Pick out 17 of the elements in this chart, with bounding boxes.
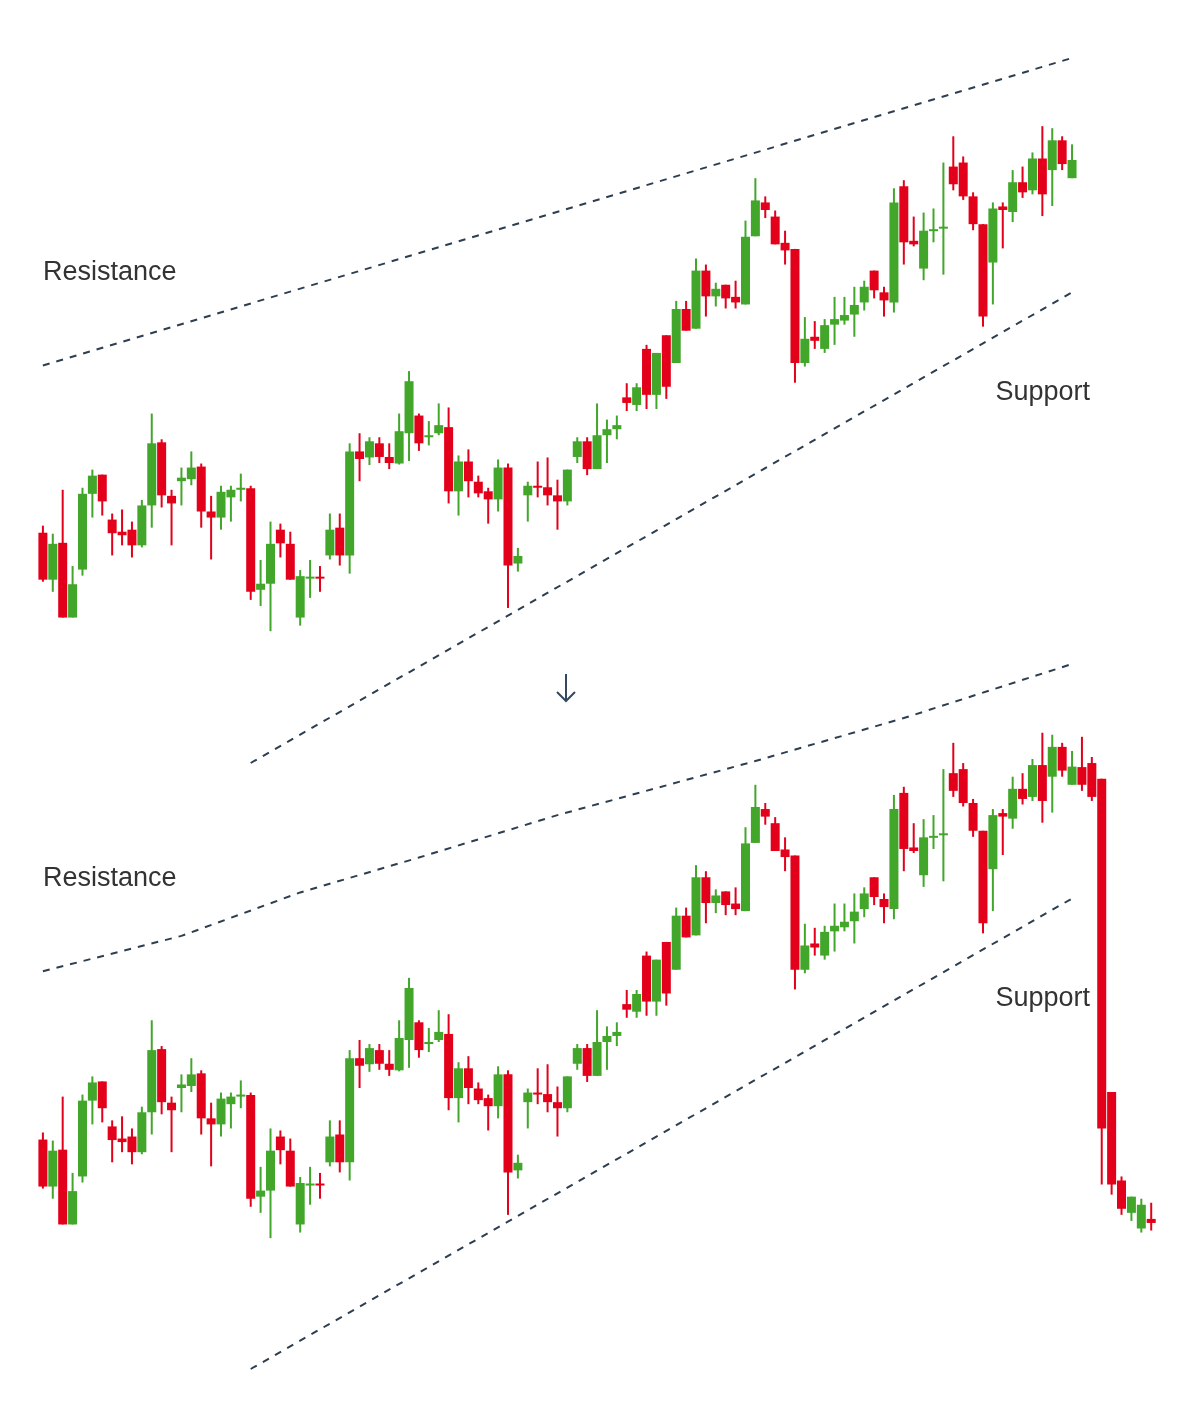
series-label: Support: [995, 375, 1091, 406]
candlestick: [938, 769, 948, 882]
series-label: Support: [995, 981, 1091, 1012]
candlestick: [424, 421, 434, 446]
candlestick: [552, 1086, 562, 1137]
candlestick: [315, 1172, 325, 1199]
candlestick: [998, 202, 1008, 249]
candlestick: [938, 162, 948, 275]
candlestick: [206, 1102, 216, 1167]
candlestick: [998, 809, 1008, 856]
candlestick: [206, 495, 216, 560]
candlestick: [424, 1027, 434, 1053]
series-label: Resistance: [42, 861, 177, 892]
candlestick: [236, 1080, 246, 1109]
series-label: Resistance: [42, 256, 177, 287]
candlestick: [315, 566, 325, 592]
candlestick: [929, 208, 938, 243]
